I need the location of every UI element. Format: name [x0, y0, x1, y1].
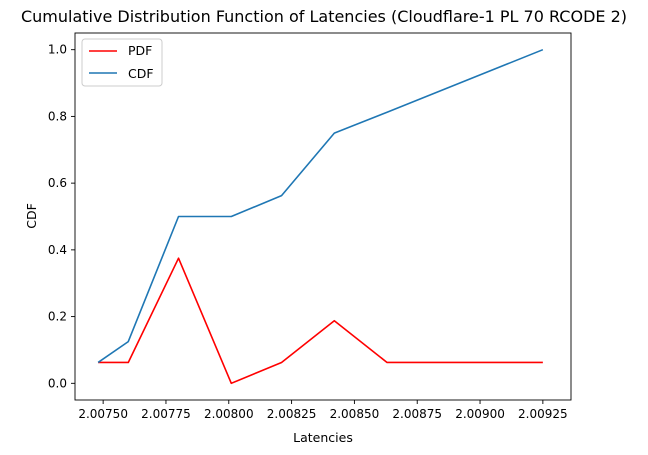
series-line-cdf	[97, 48, 544, 364]
y-tick-label: 0.6	[48, 176, 67, 190]
series-line-pdf	[98, 257, 543, 385]
x-tick-label: 2.00800	[204, 407, 254, 421]
x-tick-label: 2.00850	[330, 407, 380, 421]
chart-title: Cumulative Distribution Function of Late…	[21, 7, 627, 26]
x-axis-label: Latencies	[293, 430, 353, 445]
legend: PDF CDF	[81, 38, 163, 87]
plot-frame	[74, 32, 572, 401]
x-tick-label: 2.00825	[267, 407, 317, 421]
x-tick-label: 2.00900	[455, 407, 505, 421]
x-tick-label: 2.00775	[141, 407, 191, 421]
x-tick-label: 2.00875	[392, 407, 442, 421]
y-tick-label: 0.0	[48, 376, 67, 390]
y-tick-label: 0.2	[48, 310, 67, 324]
legend-label-cdf: CDF	[128, 66, 154, 81]
x-tick-label: 2.00925	[518, 407, 568, 421]
y-tick-label: 0.8	[48, 109, 67, 123]
y-tick-label: 1.0	[48, 43, 67, 57]
y-tick-label: 0.4	[48, 243, 67, 257]
legend-label-pdf: PDF	[128, 43, 152, 58]
x-tick-label: 2.00750	[78, 407, 128, 421]
y-axis-label: CDF	[24, 203, 39, 229]
